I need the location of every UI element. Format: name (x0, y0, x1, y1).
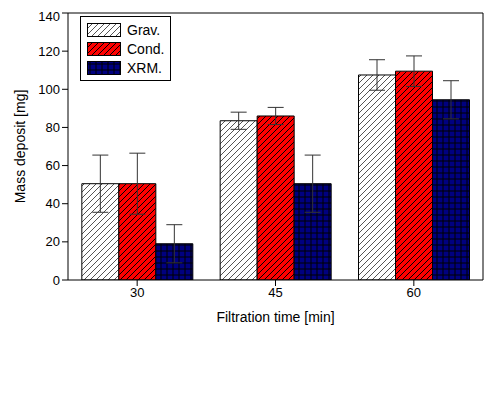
html-text:Grav.: Grav. (127, 21, 161, 38)
svg-text:0: 0 (53, 273, 60, 288)
html-text:Cond.: Cond. (127, 40, 165, 57)
svg-text:80: 80 (46, 120, 60, 135)
svg-text:60: 60 (46, 158, 60, 173)
svg-text:100: 100 (38, 82, 60, 97)
svg-text:40: 40 (46, 196, 60, 211)
svg-text:60: 60 (407, 285, 421, 300)
svg-text:Mass deposit [mg]: Mass deposit [mg] (12, 90, 28, 204)
svg-text:30: 30 (130, 285, 144, 300)
svg-text:Filtration time [min]: Filtration time [min] (216, 309, 334, 325)
html-text:XRM.: XRM. (127, 59, 162, 76)
svg-text:20: 20 (46, 234, 60, 249)
svg-text:120: 120 (38, 44, 60, 59)
svg-text:45: 45 (268, 285, 282, 300)
svg-text:140: 140 (38, 9, 60, 24)
